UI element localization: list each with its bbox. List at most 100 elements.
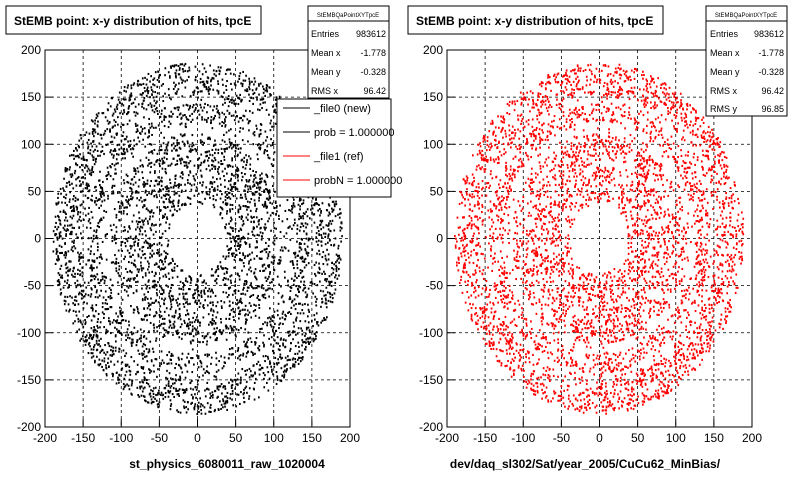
left-hit-point <box>152 280 154 283</box>
left-hit-point <box>265 355 267 358</box>
left-hit-point <box>224 150 226 153</box>
left-hit-point <box>213 332 215 335</box>
left-hit-point <box>189 197 192 200</box>
left-hit-point <box>181 333 184 336</box>
left-hit-point <box>127 106 130 109</box>
left-hit-point <box>284 318 287 321</box>
left-hit-point <box>140 196 142 199</box>
left-hit-point <box>243 340 245 343</box>
left-hit-point <box>266 145 269 148</box>
left-hit-point <box>276 378 279 381</box>
left-hit-point <box>220 163 222 166</box>
left-hit-point <box>173 208 176 211</box>
left-hit-point <box>194 301 196 304</box>
right-hit-point <box>561 186 563 189</box>
left-hit-point <box>109 294 112 297</box>
left-hit-point <box>246 185 249 188</box>
left-hit-point <box>269 362 271 365</box>
left-hit-point <box>149 184 151 187</box>
left-hit-point <box>150 245 152 248</box>
left-hit-point <box>84 207 86 210</box>
left-hit-point <box>272 352 275 355</box>
left-hit-point <box>155 160 158 163</box>
left-hit-point <box>159 236 162 239</box>
right-hit-point <box>515 342 518 345</box>
left-hit-point <box>122 143 125 146</box>
left-hit-point <box>210 80 212 83</box>
left-hit-point <box>123 138 126 141</box>
left-hit-point <box>151 254 153 257</box>
left-hit-point <box>109 224 112 227</box>
left-hit-point <box>206 76 209 79</box>
left-hit-point <box>249 167 251 170</box>
left-hit-point <box>81 203 83 206</box>
left-hit-point <box>261 98 263 101</box>
left-hit-point <box>198 376 201 379</box>
left-hit-point <box>84 319 86 322</box>
left-hit-point <box>289 225 291 228</box>
left-hit-point <box>109 130 111 133</box>
left-hit-point <box>275 213 277 216</box>
left-hit-point <box>69 295 71 298</box>
left-hit-point <box>321 297 323 300</box>
left-hit-point <box>66 219 69 222</box>
left-hit-point <box>269 214 272 217</box>
left-hit-point <box>59 231 62 234</box>
left-hit-point <box>143 241 146 244</box>
left-hit-point <box>255 337 258 340</box>
left-hit-point <box>304 286 307 289</box>
left-hit-point <box>99 133 102 136</box>
left-hit-point <box>170 403 173 406</box>
left-hit-point <box>168 120 171 123</box>
left-hit-point <box>194 292 196 295</box>
left-hit-point <box>326 248 328 251</box>
left-hit-point <box>110 261 113 264</box>
left-hit-point <box>207 117 209 120</box>
left-hit-point <box>125 90 127 93</box>
left-hit-point <box>216 185 219 188</box>
left-hit-point <box>67 270 69 273</box>
left-hit-point <box>79 211 82 214</box>
left-hit-point <box>105 328 108 331</box>
left-hit-point <box>201 202 204 205</box>
left-hit-point <box>237 174 239 177</box>
left-hit-point <box>293 279 296 282</box>
left-hit-point <box>152 126 155 129</box>
left-hit-point <box>192 388 194 391</box>
left-hit-point <box>243 189 246 192</box>
left-stats-rms-x-value: 96.42 <box>363 86 386 96</box>
left-hit-point <box>172 157 175 160</box>
left-hit-point <box>142 395 145 398</box>
left-hit-point <box>237 348 239 351</box>
left-hit-point <box>249 186 252 189</box>
left-hit-point <box>259 331 261 334</box>
right-hit-point <box>530 144 532 147</box>
left-hit-point <box>100 289 102 292</box>
left-hit-point <box>147 222 149 225</box>
left-hit-point <box>144 184 146 187</box>
left-hit-point <box>197 355 200 358</box>
left-hit-point <box>227 105 230 108</box>
left-hit-point <box>248 262 250 265</box>
left-hit-point <box>162 289 165 292</box>
left-hit-point <box>166 369 168 372</box>
left-hit-point <box>207 104 209 107</box>
left-hit-point <box>197 401 200 404</box>
left-hit-point <box>54 262 57 265</box>
left-hit-point <box>99 184 101 187</box>
left-hit-point <box>175 184 177 187</box>
left-hit-point <box>151 255 153 258</box>
left-hit-point <box>55 221 57 224</box>
left-hit-point <box>109 175 112 178</box>
left-hit-point <box>329 196 331 199</box>
left-hit-point <box>112 261 114 264</box>
left-hit-point <box>98 339 100 342</box>
left-hit-point <box>138 268 141 271</box>
right-hit-point <box>558 274 560 277</box>
left-hit-point <box>130 92 133 95</box>
left-hit-point <box>236 299 238 302</box>
left-hit-point <box>110 349 112 352</box>
left-hit-point <box>256 181 258 184</box>
left-hit-point <box>215 107 218 110</box>
left-hit-point <box>172 199 175 202</box>
